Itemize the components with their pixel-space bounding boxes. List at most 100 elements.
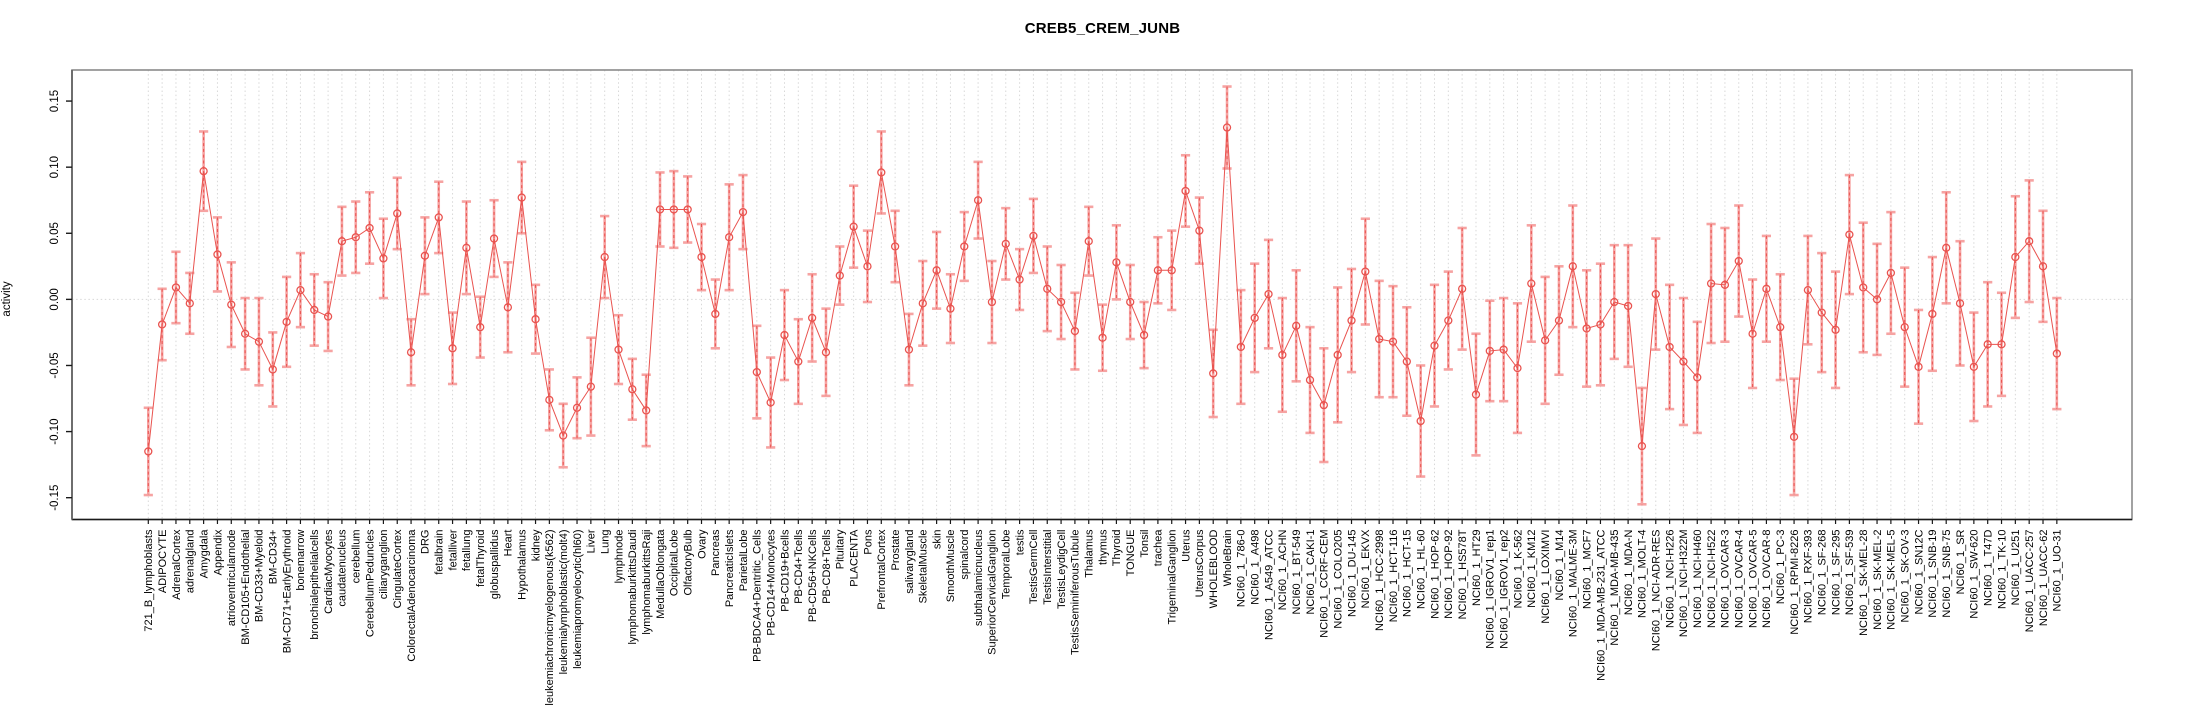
- data-point: [1803, 285, 1813, 295]
- data-point: [379, 254, 388, 263]
- svg-text:NCI60_1_PC-3: NCI60_1_PC-3: [1775, 530, 1787, 605]
- svg-text:TemporalLobe: TemporalLobe: [1001, 530, 1013, 600]
- svg-text:NCI60_1_OVCAR-5: NCI60_1_OVCAR-5: [1747, 530, 1759, 628]
- svg-text:PLACENTA: PLACENTA: [848, 529, 860, 587]
- chart-title: CREB5_CREM_JUNB: [1024, 20, 1181, 37]
- svg-text:fetalbrain: fetalbrain: [434, 530, 446, 575]
- data-point: [1209, 369, 1218, 378]
- data-point: [1015, 275, 1024, 284]
- svg-text:cerebellum: cerebellum: [351, 530, 363, 584]
- data-point: [1748, 329, 1757, 338]
- data-point: [1969, 362, 1979, 371]
- data-point: [821, 348, 831, 357]
- svg-text:Prostate: Prostate: [890, 530, 902, 571]
- data-point: [517, 193, 526, 202]
- svg-text:TestisInterstitial: TestisInterstitial: [1042, 530, 1054, 605]
- data-points: [144, 123, 2061, 456]
- data-point: [296, 285, 305, 295]
- data-point: [406, 348, 416, 357]
- data-point: [1485, 346, 1494, 356]
- svg-text:SmoothMuscle: SmoothMuscle: [945, 530, 957, 603]
- svg-text:TestisGermCell: TestisGermCell: [1028, 530, 1040, 605]
- svg-text:NCI60_1_NCI-H522: NCI60_1_NCI-H522: [1706, 530, 1718, 628]
- svg-text:NCI60_1_TK-10: NCI60_1_TK-10: [1996, 529, 2008, 609]
- svg-text:PB-CD4+Tcells: PB-CD4+Tcells: [793, 529, 805, 604]
- data-point: [1720, 280, 1730, 289]
- svg-text:Pancreas: Pancreas: [710, 529, 722, 576]
- svg-text:NCI60_1_SF-268: NCI60_1_SF-268: [1817, 530, 1829, 616]
- data-point: [1098, 333, 1107, 342]
- svg-text:NCI60_1_OVCAR-3: NCI60_1_OVCAR-3: [1720, 530, 1732, 628]
- svg-text:MedullaOblongata: MedullaOblongata: [655, 529, 667, 619]
- svg-text:TestisSeminiferousTubule: TestisSeminiferousTubule: [1070, 530, 1082, 656]
- svg-text:leukemiapromyelocytic(hl60): leukemiapromyelocytic(hl60): [572, 530, 584, 669]
- data-point: [434, 213, 443, 222]
- data-point: [904, 345, 914, 354]
- svg-text:-0.15: -0.15: [49, 485, 61, 511]
- svg-text:fetalliver: fetalliver: [447, 529, 459, 570]
- svg-text:adrenalgland: adrenalgland: [185, 530, 197, 594]
- data-point: [1513, 363, 1522, 373]
- data-point: [489, 234, 499, 243]
- svg-text:PancreaticIslets: PancreaticIslets: [724, 529, 736, 607]
- svg-text:721_B_lymphoblasts: 721_B_lymphoblasts: [143, 529, 155, 632]
- data-point: [1637, 441, 1647, 451]
- svg-text:NCI60_1_SK-MEL-28: NCI60_1_SK-MEL-28: [1858, 530, 1870, 636]
- svg-text:NCI60_1_SF-539: NCI60_1_SF-539: [1844, 530, 1856, 616]
- data-point: [268, 365, 277, 374]
- data-point: [1167, 266, 1176, 275]
- data-point: [1278, 350, 1287, 360]
- svg-text:Lung: Lung: [599, 530, 611, 554]
- data-point: [614, 345, 623, 354]
- svg-text:Pons: Pons: [862, 529, 874, 555]
- svg-text:PB-CD19+Bcells: PB-CD19+Bcells: [779, 529, 791, 612]
- data-point: [1789, 432, 1799, 442]
- svg-text:TestisLeydigCell: TestisLeydigCell: [1056, 530, 1068, 609]
- svg-text:NCI60_1_M14: NCI60_1_M14: [1554, 530, 1566, 601]
- data-point: [586, 382, 596, 391]
- svg-text:NCI60_1_EKVX: NCI60_1_EKVX: [1360, 529, 1372, 609]
- data-point: [946, 304, 955, 313]
- svg-text:NCI60_1_RXF-393: NCI60_1_RXF-393: [1803, 530, 1815, 624]
- data-point: [987, 297, 997, 307]
- data-point: [1914, 362, 1923, 371]
- data-point: [503, 303, 513, 312]
- data-point: [1527, 279, 1536, 288]
- svg-text:NCI60_1_HOP-62: NCI60_1_HOP-62: [1429, 530, 1441, 619]
- data-point: [1347, 316, 1356, 325]
- data-point: [1264, 289, 1273, 299]
- svg-text:PB-CD14+Monocytes: PB-CD14+Monocytes: [765, 529, 777, 636]
- data-point: [1043, 284, 1052, 293]
- svg-text:Thalamus: Thalamus: [1084, 529, 1096, 578]
- x-axis: 721_B_lymphoblasts ADIPOCYTE AdrenalCortex…: [143, 519, 2064, 706]
- svg-text:AdrenalCortex: AdrenalCortex: [171, 529, 183, 600]
- data-point: [738, 207, 748, 217]
- svg-text:BM-CD33+Myeloid: BM-CD33+Myeloid: [254, 530, 266, 623]
- data-point: [1817, 308, 1826, 317]
- svg-text:NCI60_1_MOLT-4: NCI60_1_MOLT-4: [1637, 530, 1649, 618]
- data-point: [877, 168, 886, 177]
- svg-text:Appendix: Appendix: [212, 529, 224, 575]
- data-point: [1568, 262, 1577, 271]
- data-point: [960, 242, 969, 251]
- svg-text:SkeletalMuscle: SkeletalMuscle: [918, 530, 930, 604]
- data-point: [1056, 297, 1066, 307]
- svg-text:0.15: 0.15: [49, 90, 61, 112]
- gridlines: [72, 70, 2132, 520]
- data-point: [918, 299, 927, 308]
- svg-text:BM-CD34+: BM-CD34+: [268, 530, 280, 585]
- svg-text:NCI60_1_HCT-15: NCI60_1_HCT-15: [1402, 530, 1414, 617]
- data-point: [697, 252, 706, 262]
- data-point: [1292, 321, 1301, 330]
- svg-text:NCI60_1_COLO205: NCI60_1_COLO205: [1332, 530, 1344, 629]
- svg-text:NCI60_1_A498: NCI60_1_A498: [1250, 530, 1262, 605]
- data-point: [1734, 256, 1743, 266]
- svg-text:WholeBrain: WholeBrain: [1222, 530, 1234, 587]
- data-point: [2038, 262, 2048, 271]
- svg-text:NCI60_1_IGROV1_rep2: NCI60_1_IGROV1_rep2: [1498, 530, 1510, 649]
- data-point: [1942, 243, 1951, 252]
- svg-text:Liver: Liver: [586, 529, 598, 553]
- data-point: [1305, 375, 1315, 385]
- data-point: [310, 305, 319, 315]
